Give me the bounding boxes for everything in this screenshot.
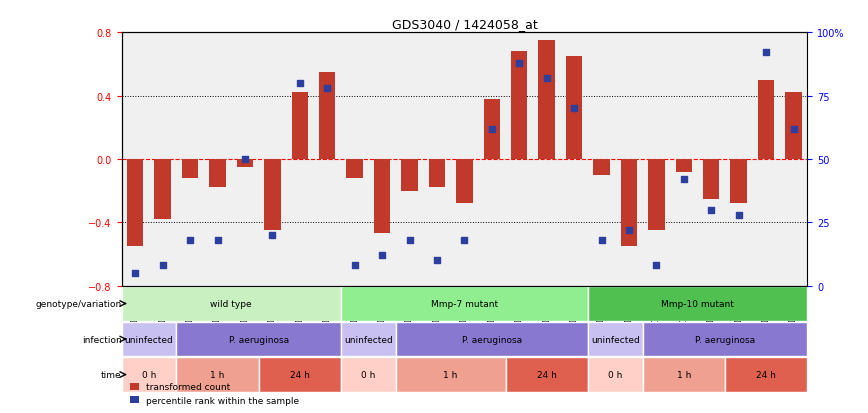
Point <box>266 232 279 239</box>
Bar <box>401 159 418 191</box>
Point <box>540 75 554 82</box>
Bar <box>182 159 198 178</box>
Point <box>677 176 691 183</box>
Text: 0 h: 0 h <box>141 370 156 379</box>
Bar <box>566 57 582 159</box>
Bar <box>127 159 143 247</box>
Point <box>430 257 444 264</box>
Bar <box>122 358 176 392</box>
Point <box>128 270 142 277</box>
Bar <box>122 322 176 356</box>
Text: 1 h: 1 h <box>444 370 457 379</box>
Point <box>512 60 526 67</box>
Bar <box>122 287 341 321</box>
Point <box>649 263 663 269</box>
Bar <box>588 322 642 356</box>
Bar <box>511 52 528 159</box>
Point <box>760 50 773 57</box>
Bar <box>341 322 396 356</box>
Bar <box>648 159 665 231</box>
Bar <box>731 159 746 204</box>
Text: wild type: wild type <box>210 299 252 308</box>
Bar <box>642 358 725 392</box>
Bar <box>538 41 555 159</box>
Point <box>211 237 225 244</box>
Text: uninfected: uninfected <box>344 335 392 344</box>
Bar <box>374 159 391 234</box>
Bar <box>396 358 505 392</box>
Bar <box>786 93 802 159</box>
Text: 24 h: 24 h <box>536 370 556 379</box>
Bar <box>237 159 253 167</box>
Bar <box>341 287 588 321</box>
Text: P. aeruginosa: P. aeruginosa <box>462 335 522 344</box>
Bar <box>319 73 335 159</box>
Point <box>183 237 197 244</box>
Point <box>348 263 362 269</box>
Text: 24 h: 24 h <box>756 370 776 379</box>
Text: P. aeruginosa: P. aeruginosa <box>695 335 755 344</box>
Point <box>622 227 636 234</box>
Text: uninfected: uninfected <box>591 335 640 344</box>
Bar <box>621 159 637 247</box>
Point <box>567 106 581 112</box>
Bar <box>675 159 692 172</box>
Bar <box>758 81 774 159</box>
Bar <box>642 322 807 356</box>
Title: GDS3040 / 1424058_at: GDS3040 / 1424058_at <box>391 17 537 31</box>
Bar <box>341 358 396 392</box>
Point <box>704 207 718 214</box>
Bar <box>292 93 308 159</box>
Bar <box>264 159 280 231</box>
Legend: transformed count, percentile rank within the sample: transformed count, percentile rank withi… <box>126 379 303 408</box>
Text: 0 h: 0 h <box>361 370 376 379</box>
Text: time: time <box>101 370 122 379</box>
Bar <box>483 100 500 159</box>
Text: Mmp-7 mutant: Mmp-7 mutant <box>431 299 498 308</box>
Bar <box>396 322 588 356</box>
Point <box>238 156 252 163</box>
Bar <box>259 358 341 392</box>
Point <box>732 212 746 218</box>
Point <box>457 237 471 244</box>
Bar <box>703 159 720 199</box>
Bar <box>588 358 642 392</box>
Bar <box>176 322 341 356</box>
Point <box>155 263 169 269</box>
Bar <box>588 287 807 321</box>
Text: 1 h: 1 h <box>677 370 691 379</box>
Point <box>375 252 389 259</box>
Point <box>293 81 306 87</box>
Bar <box>457 159 472 204</box>
Point <box>320 85 334 92</box>
Bar <box>505 358 588 392</box>
Bar <box>155 159 171 220</box>
Text: 0 h: 0 h <box>608 370 622 379</box>
Point <box>403 237 417 244</box>
Text: uninfected: uninfected <box>125 335 174 344</box>
Text: genotype/variation: genotype/variation <box>36 299 122 308</box>
Point <box>485 126 499 133</box>
Bar <box>209 159 226 188</box>
Bar <box>346 159 363 178</box>
Point <box>786 126 800 133</box>
Text: 24 h: 24 h <box>290 370 310 379</box>
Text: P. aeruginosa: P. aeruginosa <box>228 335 289 344</box>
Text: 1 h: 1 h <box>210 370 225 379</box>
Point <box>595 237 608 244</box>
Text: Mmp-10 mutant: Mmp-10 mutant <box>661 299 734 308</box>
Bar <box>725 358 807 392</box>
Bar <box>429 159 445 188</box>
Text: infection: infection <box>82 335 122 344</box>
Bar <box>176 358 259 392</box>
Bar <box>594 159 609 176</box>
